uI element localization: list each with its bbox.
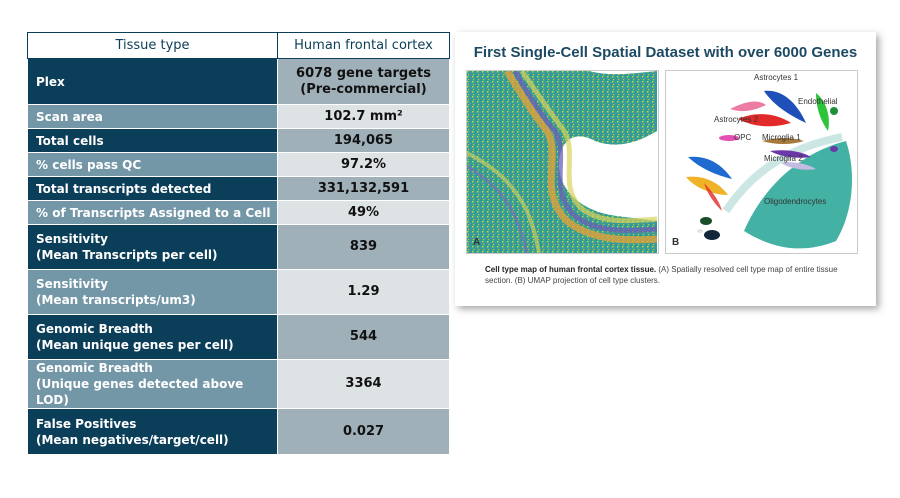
caption-text: (A) Spatially resolved cell type map of … [485,265,838,285]
row-label: % cells pass QC [27,152,278,177]
figure-title: First Single-Cell Spatial Dataset with o… [473,44,858,61]
row-label-line: (Unique genes detected above LOD) [36,377,244,407]
row-value-line: 194,065 [333,132,394,148]
row-label: False Positives (Mean negatives/target/ce… [27,408,278,455]
row-label-line: Total transcripts detected [36,181,212,196]
table-row: % of Transcripts Assigned to a Cell 49% [27,200,450,225]
label-opc: OPC [734,133,752,142]
label-oligodendrocytes: Oligodendrocytes [764,197,827,206]
row-value-line: 97.2% [340,156,387,172]
row-label: Sensitivity (Mean transcripts/um3) [27,269,278,315]
row-value: 544 [277,314,450,360]
row-label: Genomic Breadth (Mean unique genes per ce… [27,314,278,360]
label-astrocytes-1: Astrocytes 1 [754,73,799,82]
row-label: Total transcripts detected [27,176,278,201]
label-endothelial: Endothelial [798,97,838,106]
row-value-line: 0.027 [342,423,385,439]
row-label-line: Genomic Breadth [36,361,153,375]
label-microglia-2: Microglia 2 [764,154,803,163]
table-row: Sensitivity (Mean Transcripts per cell) 83… [27,224,450,270]
row-value: 194,065 [277,128,450,153]
row-value: 839 [277,224,450,270]
row-label: % of Transcripts Assigned to a Cell [27,200,278,225]
row-value-line: 839 [349,239,378,254]
row-label-line: Scan area [36,109,103,124]
table-row: Sensitivity (Mean transcripts/um3) 1.29 [27,269,450,315]
table-row: Plex 6078 gene targets (Pre-commercial) [27,58,450,105]
panel-a-label: A [473,237,481,248]
table-row: % cells pass QC 97.2% [27,152,450,177]
table-row: Total transcripts detected 331,132,591 [27,176,450,201]
row-label-line: (Mean negatives/target/cell) [36,432,229,447]
row-value: 331,132,591 [277,176,450,201]
table-row: False Positives (Mean negatives/target/ce… [27,408,450,455]
row-value-line: 49% [347,204,380,220]
row-label-line: (Mean unique genes per cell) [36,338,234,352]
row-value-line: 3364 [345,376,382,391]
header-human-frontal-cortex: Human frontal cortex [277,32,450,59]
row-value-line: 6078 gene targets [296,65,431,81]
row-label-line: % of Transcripts Assigned to a Cell [36,205,271,220]
figure-card: First Single-Cell Spatial Dataset with o… [455,32,876,306]
row-label-line: % cells pass QC [36,157,142,172]
tissue-map-image [467,71,658,253]
row-value: 102.7 mm² [277,104,450,129]
row-label-line: Total cells [36,133,104,148]
panel-b-umap: Astrocytes 1 Endothelial Astrocytes 2 OP… [665,70,858,254]
figure-caption: Cell type map of human frontal cortex ti… [485,264,855,286]
row-label-line: False Positives [36,416,137,431]
spec-table: Tissue type Human frontal cortex Plex 607… [27,32,450,455]
row-label-line: Genomic Breadth [36,322,153,336]
row-value-line: (Pre-commercial) [300,81,427,97]
row-label-line: Plex [36,74,65,89]
header-tissue-type: Tissue type [27,32,278,59]
row-label: Sensitivity (Mean Transcripts per cell) [27,224,278,270]
row-label: Scan area [27,104,278,129]
row-value: 3364 [277,359,450,409]
row-value-line: 1.29 [347,284,380,299]
row-label-line: Sensitivity [36,232,108,246]
spec-table-body: Plex 6078 gene targets (Pre-commercial) Sca… [27,58,450,455]
caption-bold: Cell type map of human frontal cortex ti… [485,265,657,274]
row-label: Total cells [27,128,278,153]
row-label-line: (Mean Transcripts per cell) [36,248,218,262]
row-label-line: (Mean transcripts/um3) [36,293,196,307]
umap-image [686,90,852,249]
label-microglia-1: Microglia 1 [762,133,801,142]
table-row: Genomic Breadth (Mean unique genes per ce… [27,314,450,360]
label-astrocytes-2: Astrocytes 2 [714,115,759,124]
row-value: 0.027 [277,408,450,455]
row-value: 1.29 [277,269,450,315]
row-label: Plex [27,58,278,105]
row-value-line: 544 [349,329,378,344]
row-value-line: 102.7 mm² [324,108,403,124]
row-value: 6078 gene targets (Pre-commercial) [277,58,450,105]
row-value: 97.2% [277,152,450,177]
table-row: Genomic Breadth (Unique genes detected ab… [27,359,450,409]
row-label: Genomic Breadth (Unique genes detected ab… [27,359,278,409]
panel-b-label: B [672,237,680,248]
table-row: Scan area 102.7 mm² [27,104,450,129]
panel-a-tissue-map: A [466,70,659,254]
row-label-line: Sensitivity [36,277,108,291]
row-value-line: 331,132,591 [317,180,410,196]
table-row: Total cells 194,065 [27,128,450,153]
row-value: 49% [277,200,450,225]
